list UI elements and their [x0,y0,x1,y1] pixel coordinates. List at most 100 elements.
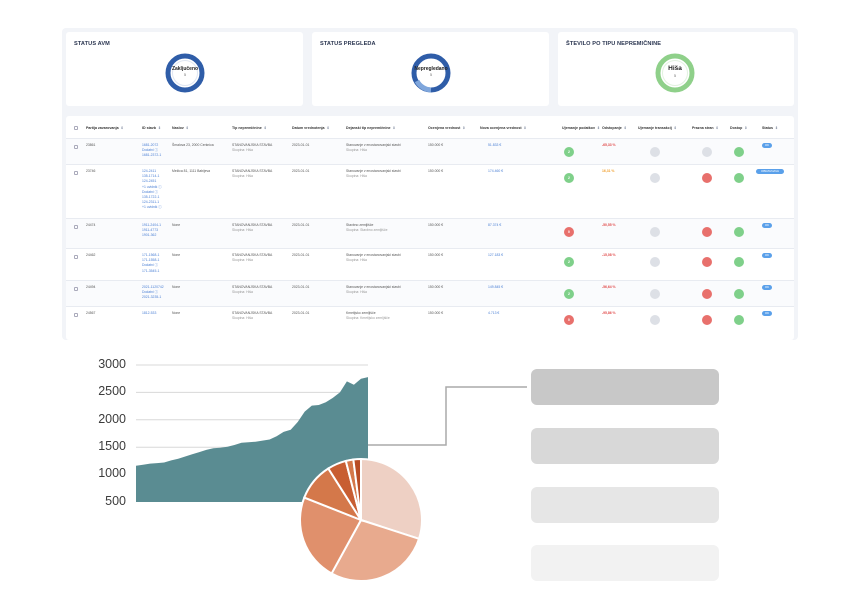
sort-icon[interactable]: ⇕ [744,126,748,130]
column-header-label: Nova ocenjena vrednost [480,126,522,130]
partija-id: 24474 [86,223,96,227]
stavba-id-link[interactable]: Dodatni ⓘ [142,148,159,153]
sort-icon[interactable]: ⇕ [263,126,267,130]
column-header[interactable]: Naslov ⇕ [172,126,189,130]
column-header[interactable]: Ujemanje transakcij ⇕ [638,126,677,130]
new-value-link[interactable]: 4.713 € [488,311,500,315]
stavba-id-link[interactable]: 1681-2372-1 [142,153,162,158]
status-badge[interactable]: OK [762,311,772,316]
column-header[interactable]: Prazna stran ⇕ [692,126,719,130]
status-badge[interactable]: OK [762,285,772,290]
stavba-id-link[interactable]: 1681-2072 [142,143,159,147]
stavba-id-link[interactable]: 124-2411 [142,169,157,173]
stavba-id-link[interactable]: 171-1558-1 [142,258,160,263]
stavba-id-link[interactable]: 124-2451 [142,179,157,184]
row-checkbox[interactable] [74,313,78,317]
column-header[interactable]: Nova ocenjena vrednost ⇕ [480,126,527,130]
column-header[interactable]: Status ⇕ [762,126,778,130]
estimated-value-cell: 150.000 € [428,311,444,315]
row-checkbox[interactable] [74,171,78,175]
pie-slice [326,459,362,521]
status-badge[interactable]: OK [762,253,772,258]
sort-icon[interactable]: ⇕ [596,126,600,130]
donut-label: Zaključeno [171,66,199,72]
stavba-id-link[interactable]: +1 uvidnik ⓘ [142,184,162,189]
sort-icon[interactable]: ⇕ [120,126,124,130]
stavba-id-link[interactable]: +1 uvidnik ⓘ [142,205,162,210]
column-header-label: Partija zavarovanja [86,126,119,130]
estimated-value-cell: 150.000 € [428,285,444,289]
deviation-cell: 16,31 % [602,169,615,173]
column-header[interactable]: ID stavb ⇕ [142,126,161,130]
sort-icon[interactable]: ⇕ [157,126,161,130]
transaction-match-indicator [650,257,660,267]
stavba-id-link[interactable]: Dodatni ⓘ [142,263,159,268]
column-header[interactable]: Odstopanje ⇕ [602,126,627,130]
column-header-label: Ocenjena vrednost [428,126,461,130]
access-indicator [734,289,744,299]
empty-page-indicator [702,227,712,237]
area-series [136,377,368,502]
stavba-id-link[interactable]: 2021-3235-1 [142,295,162,300]
column-header-label: Ujemanje transakcij [638,126,672,130]
stavba-id-link[interactable]: 1901-362 [142,233,157,238]
stavba-id-link[interactable]: Dodatni ⓘ [142,290,159,295]
stavba-id-link[interactable]: 171-3545-1 [142,268,160,273]
sort-icon[interactable]: ⇕ [623,126,627,130]
row-checkbox[interactable] [74,287,78,291]
stavba-id-link[interactable]: Dodatni ⓘ [142,189,159,194]
status-badge[interactable]: OK [762,143,772,148]
sort-icon[interactable]: ⇕ [774,126,778,130]
donut-count: 5 [184,73,186,77]
empty-page-indicator [702,289,712,299]
new-value-link[interactable]: 149.845 € [488,285,504,289]
column-header[interactable]: Tip nepremičnine ⇕ [232,126,267,130]
select-all-checkbox[interactable] [74,126,78,130]
actual-type-sub-cell: Skupina: Kmetijsko zemljišče [346,316,390,320]
stavba-id-link[interactable]: 1911-2404-1 [142,223,161,227]
y-tick-label: 500 [105,494,126,508]
stavba-id-link[interactable]: 135-1722-1 [142,195,160,199]
y-tick-label: 2500 [98,384,126,398]
column-header[interactable]: Ujemanje podatkov ⇕ [562,126,600,130]
date-cell: 2023-01-01 [292,143,310,147]
row-checkbox[interactable] [74,225,78,229]
address-cell: Šmalova 23, 2000 Cerknica [172,143,214,147]
stavba-id-link[interactable]: 124-2311-1 [142,200,160,205]
pie-slice [352,457,362,521]
column-header-label: Dostop [730,126,743,130]
row-checkbox[interactable] [74,255,78,259]
donut-ring [411,53,451,93]
sort-icon[interactable]: ⇕ [326,126,330,130]
new-value-link[interactable]: 127.183 € [488,253,504,257]
stavba-id-link[interactable]: 135-1714-1 [142,174,160,179]
status-badge[interactable]: OK [762,223,772,228]
type-cell: STANOVANJSKA STAVBA [232,253,273,257]
stavba-id-link[interactable]: 1812-533 [142,311,157,315]
column-header[interactable]: Dejanski tip nepremičnine ⇕ [346,126,396,130]
new-value-link[interactable]: 87.374 € [488,223,502,227]
type-cell: STANOVANJSKA STAVBA [232,311,273,315]
table-row: 24567 1812-533 None STANOVANJSKA STAVBA Skup… [66,306,794,334]
sort-icon[interactable]: ⇕ [392,126,396,130]
sort-icon[interactable]: ⇕ [673,126,677,130]
date-cell: 2023-01-01 [292,223,310,227]
column-header[interactable]: Ocenjena vrednost ⇕ [428,126,465,130]
sort-icon[interactable]: ⇕ [185,126,189,130]
column-header[interactable]: Datum vrednotenja ⇕ [292,126,330,130]
sort-icon[interactable]: ⇕ [523,126,527,130]
new-value-link[interactable]: 174.460 € [488,169,504,173]
stavba-id-link[interactable]: 2021-1120742 [142,285,164,289]
access-indicator [734,147,744,157]
stavba-id-link[interactable]: 1911-4773 [142,228,158,233]
row-checkbox[interactable] [74,145,78,149]
sort-icon[interactable]: ⇕ [715,126,719,130]
type-sub-cell: Skupina: Hiša [232,290,253,294]
actual-type-cell: Stavbno zemljišče [346,223,374,227]
status-badge[interactable]: OBRAVNAVA [756,169,784,174]
stavba-id-link[interactable]: 171-1568-1 [142,253,160,257]
new-value-link[interactable]: 51.833 € [488,143,502,147]
column-header[interactable]: Partija zavarovanja ⇕ [86,126,124,130]
sort-icon[interactable]: ⇕ [462,126,466,130]
column-header[interactable]: Dostop ⇕ [730,126,747,130]
